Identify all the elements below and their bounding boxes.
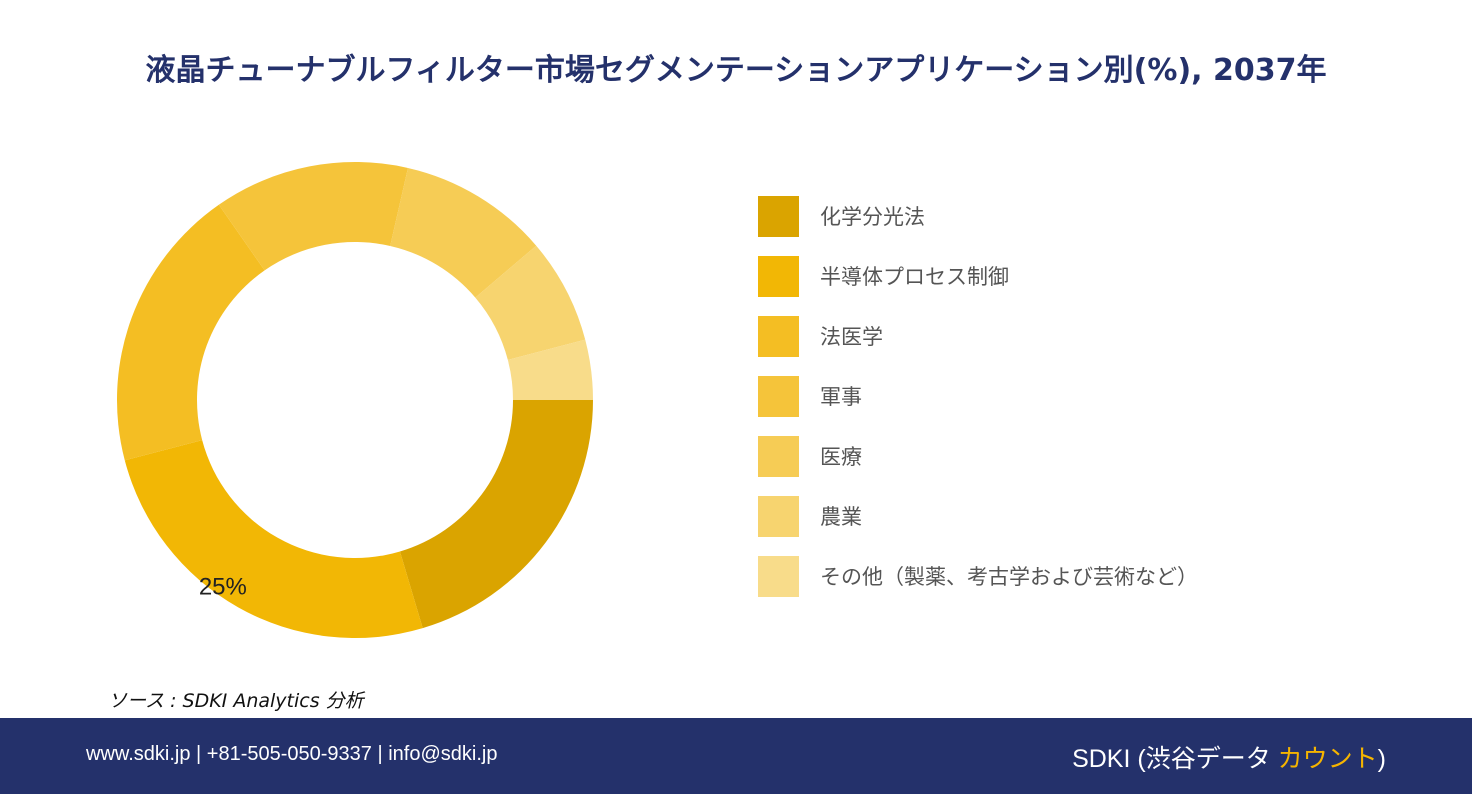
legend-item: 軍事 [758, 375, 1438, 417]
legend-swatch [758, 495, 799, 537]
donut-slice [390, 167, 537, 298]
source-note: ソース : SDKI Analytics 分析 [108, 690, 364, 712]
legend-label: その他（製薬、考古学および芸術など） [820, 565, 1198, 589]
legend-item: その他（製薬、考古学および芸術など） [758, 555, 1438, 597]
legend-item: 法医学 [758, 315, 1438, 357]
donut-slice [507, 339, 593, 400]
legend-item: 医療 [758, 435, 1438, 477]
legend-swatch [758, 555, 799, 597]
donut-slice [117, 204, 265, 461]
legend-swatch [758, 195, 799, 237]
legend-swatch [758, 315, 799, 357]
legend-swatch [758, 375, 799, 417]
donut-slice [399, 400, 593, 629]
data-label: 25% [199, 574, 247, 601]
donut-slice [124, 440, 423, 638]
legend-label: 医療 [820, 445, 862, 469]
donut-data-labels: 25% [199, 574, 247, 601]
legend-label: 農業 [820, 505, 862, 529]
legend-item: 化学分光法 [758, 195, 1438, 237]
legend-label: 軍事 [820, 385, 862, 409]
legend-label: 半導体プロセス制御 [820, 265, 1009, 289]
donut-slice [218, 162, 408, 271]
legend-label: 化学分光法 [820, 205, 925, 229]
donut-slice [475, 245, 586, 360]
chart-legend: 化学分光法 半導体プロセス制御 法医学 軍事 医療 農業 その他（製薬、考古学お… [758, 195, 1438, 616]
footer-contact: www.sdki.jp | +81-505-050-9337 | info@sd… [86, 743, 498, 765]
legend-item: 半導体プロセス制御 [758, 255, 1438, 297]
footer-brand-accent: カウント [1277, 745, 1378, 773]
legend-label: 法医学 [820, 325, 883, 349]
chart-title: 液晶チューナブルフィルター市場セグメンテーションアプリケーション別(%), 20… [145, 53, 1327, 88]
legend-swatch [758, 435, 799, 477]
footer-brand-suffix: ) [1377, 745, 1386, 773]
donut-slices [117, 162, 593, 638]
footer-brand-prefix: SDKI (渋谷データ [1072, 745, 1278, 773]
footer-brand: SDKI (渋谷データ カウント) [1072, 739, 1386, 775]
legend-item: 農業 [758, 495, 1438, 537]
footer-bar: www.sdki.jp | +81-505-050-9337 | info@sd… [0, 718, 1472, 794]
legend-swatch [758, 255, 799, 297]
